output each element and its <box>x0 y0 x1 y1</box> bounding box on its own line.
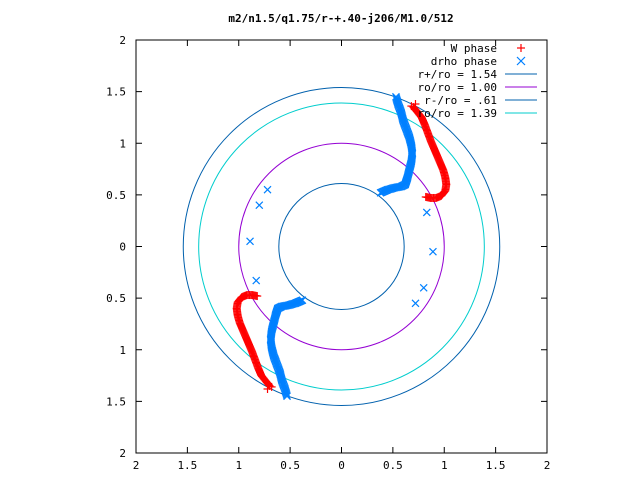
drho-phase-point <box>298 296 307 305</box>
w-phase-point <box>411 100 420 109</box>
data-markers <box>232 92 451 401</box>
x-tick-label: 0.5 <box>280 459 300 472</box>
drho-phase-point <box>252 276 261 285</box>
drho-phase-point <box>422 208 431 217</box>
w-phase-point <box>263 384 272 393</box>
y-tick-label: 1 <box>119 137 126 150</box>
legend-label: W phase <box>451 42 497 55</box>
w-phase-point <box>253 292 262 301</box>
circle-series <box>238 142 445 351</box>
legend-label: ro/ro = 1.00 <box>418 81 497 94</box>
circle-series <box>182 86 501 407</box>
reference-circles <box>182 86 501 407</box>
legend-marker-cross <box>516 56 526 66</box>
drho-phase-point <box>411 299 420 308</box>
x-tick-label: 1 <box>235 459 242 472</box>
legend-label: r+/ro = 1.54 <box>418 68 498 81</box>
drho-phase-point <box>263 185 272 194</box>
x-tick-label: 0.5 <box>383 459 403 472</box>
circle-series <box>278 183 405 310</box>
w-phase-point <box>407 102 416 111</box>
y-tick-label: 1.5 <box>106 395 126 408</box>
x-tick-label: 1 <box>441 459 448 472</box>
legend-label: drho phase <box>431 55 497 68</box>
chart-title: m2/n1.5/q1.75/r-+.40-j206/M1.0/512 <box>228 12 453 25</box>
legend-marker-plus <box>517 44 525 52</box>
y-tick-label: 0.5 <box>106 292 126 305</box>
legend-label: r-/ro = .61 <box>424 94 497 107</box>
drho-phase-point <box>429 247 437 256</box>
w-phase-point <box>421 192 430 201</box>
legend-label: ro/ro = 1.39 <box>418 107 497 120</box>
x-tick-label: 1.5 <box>486 459 506 472</box>
drho-phase-point <box>419 283 428 292</box>
y-tick-label: 1.5 <box>106 86 126 99</box>
y-tick-label: 0 <box>119 241 126 254</box>
y-tick-label: 0.5 <box>106 189 126 202</box>
drho-phase-point <box>376 188 385 197</box>
y-tick-label: 2 <box>119 34 126 47</box>
drho-phase-point <box>255 201 264 210</box>
x-tick-label: 2 <box>544 459 551 472</box>
y-tick-label: 1 <box>119 344 126 357</box>
w-phase-point <box>267 382 276 391</box>
circle-series <box>198 102 485 391</box>
drho-phase-point <box>246 237 254 246</box>
y-tick-label: 2 <box>119 447 126 460</box>
x-tick-label: 2 <box>133 459 140 472</box>
x-tick-label: 0 <box>338 459 345 472</box>
x-tick-label: 1.5 <box>177 459 197 472</box>
